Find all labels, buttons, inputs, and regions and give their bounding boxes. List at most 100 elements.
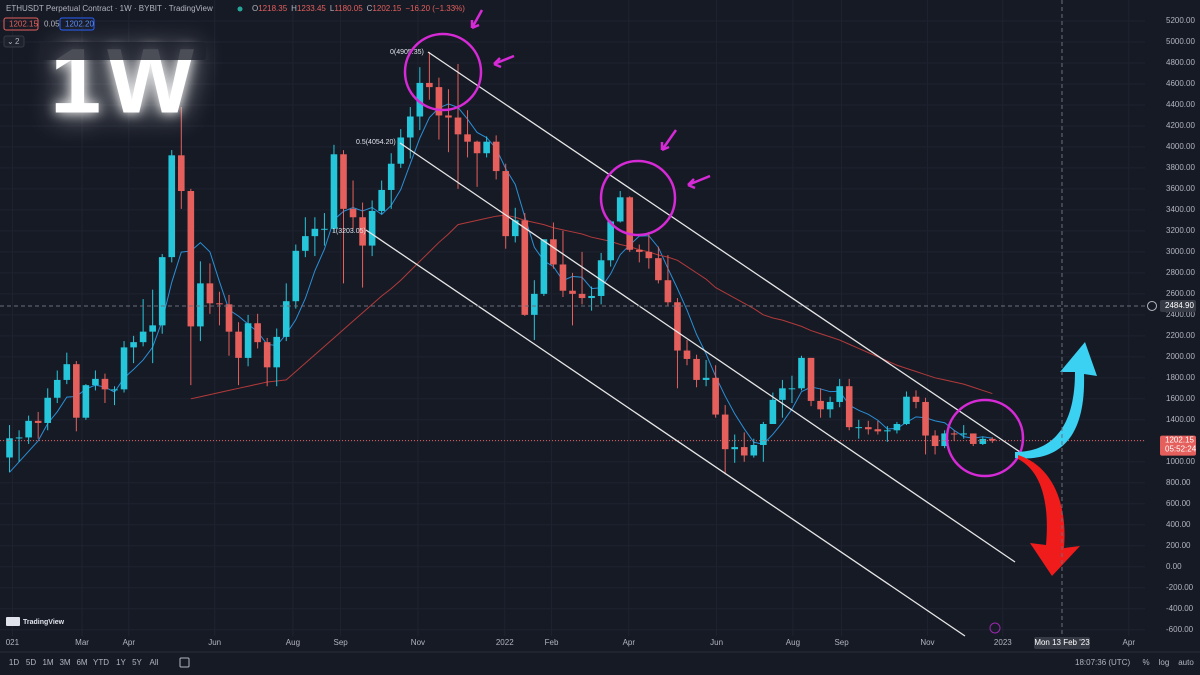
ohlc-value: 1233.45 (297, 4, 326, 13)
crosshair-price: 2484.90 (1165, 301, 1194, 310)
timeframe-button[interactable]: All (150, 658, 159, 667)
y-tick-label: 2000.00 (1166, 352, 1195, 361)
candle-body (941, 433, 948, 447)
x-tick-label: Apr (623, 638, 636, 647)
candle-body (588, 295, 595, 299)
add-alert[interactable] (1147, 300, 1157, 311)
x-tick-label: Feb (545, 638, 559, 647)
ohlc-value: 1202.15 (372, 4, 401, 13)
candle-body (197, 283, 204, 327)
drawing-toolbar[interactable] (40, 42, 206, 60)
candle-body (254, 323, 261, 343)
date-range-icon[interactable] (179, 657, 190, 668)
candle-body (664, 280, 672, 303)
y-tick-label: 3000.00 (1166, 247, 1195, 256)
candle-body (397, 137, 405, 164)
y-tick-label: 1600.00 (1166, 394, 1195, 403)
candle-body (177, 155, 185, 192)
candle-body (321, 228, 328, 230)
ask-box[interactable] (59, 17, 95, 31)
bid[interactable]: 1202.15 (9, 20, 38, 29)
y-tick-label: 2800.00 (1166, 268, 1195, 277)
fib-label: 1(3203.05) (332, 228, 366, 235)
y-tick-label: 0.00 (1166, 562, 1182, 571)
chevron[interactable]: ⌄ (7, 37, 14, 46)
fib-label: 0.5(4054.20) (356, 139, 396, 146)
candle-body (82, 385, 90, 418)
timeframe-button[interactable]: YTD (93, 658, 109, 667)
ask[interactable]: 1202.20 (65, 20, 94, 29)
candle-body (149, 325, 156, 332)
candle-body (836, 386, 843, 402)
x-tick-label: Jun (208, 638, 221, 647)
channel-line (427, 51, 1021, 453)
timeframe-button[interactable]: 1M (42, 658, 53, 667)
candle-body (349, 208, 357, 218)
candle-body (693, 358, 700, 380)
axes: -600.00 -400.00 -200.00 0.00 200.00 400.00 600… (0, 16, 1200, 653)
candle-body (454, 117, 462, 135)
candle-body (368, 210, 376, 246)
candle-body (511, 220, 519, 237)
candle-body (263, 342, 271, 368)
timeframe-button[interactable]: 6M (76, 658, 87, 667)
candle-body (922, 401, 929, 436)
candle-body (206, 283, 214, 304)
candle-body (34, 420, 42, 423)
symbol-title: ETHUSDT Perpetual Contract · 1W · BYBIT … (6, 4, 213, 13)
x-tick-label: Aug (286, 638, 300, 647)
indicator-count[interactable]: 2 (15, 37, 20, 46)
bid-box[interactable] (3, 17, 39, 31)
candle-body (740, 447, 748, 456)
timeframe-button[interactable]: 1Y (116, 658, 126, 667)
candle-body (282, 301, 290, 337)
scale-button[interactable]: log (1159, 658, 1170, 667)
y-tick-label: 1400.00 (1166, 415, 1195, 424)
y-tick-label: 2400.00 (1166, 310, 1195, 319)
candle-body (960, 433, 968, 435)
candle-body (721, 414, 729, 450)
events-icon[interactable] (989, 622, 1001, 634)
spread: 0.05 (44, 20, 60, 29)
x-tick-label: 021 (6, 638, 20, 647)
candle-body (130, 342, 137, 348)
candle-body (769, 399, 777, 424)
candle-body (645, 251, 653, 259)
timeframe-button[interactable]: 3M (59, 658, 70, 667)
candle-body (120, 347, 128, 390)
channel-line (399, 142, 1016, 563)
candle-body (235, 331, 242, 358)
candle-body (903, 396, 910, 424)
ohlc-value: 1180.05 (334, 4, 363, 13)
y-tick-label: 1000.00 (1166, 457, 1195, 466)
candle-body (168, 155, 176, 258)
candle-body (731, 447, 739, 450)
x-tick-label: 2022 (496, 638, 514, 647)
timeframe-button[interactable]: 5Y (132, 658, 142, 667)
y-tick-label: 3400.00 (1166, 205, 1195, 214)
candle-body (187, 191, 195, 327)
y-tick-label: 5000.00 (1166, 37, 1195, 46)
fib-label: 0(4905.35) (390, 49, 424, 56)
candle-body (655, 258, 662, 281)
timeframe-button[interactable]: 5D (26, 658, 36, 667)
candle-body (893, 424, 901, 431)
scale-button[interactable]: % (1142, 658, 1149, 667)
x-tick-label: 2023 (994, 638, 1012, 647)
y-tick-label: 200.00 (1166, 541, 1191, 550)
candle-body (559, 264, 567, 291)
indicator-toggle[interactable] (3, 35, 25, 48)
y-tick-label: 800.00 (1166, 478, 1191, 487)
crosshair-price-box (1160, 299, 1196, 312)
candle-body (760, 424, 767, 445)
y-tick-label: 600.00 (1166, 499, 1191, 508)
highlight-circle (599, 159, 677, 237)
candle-body (788, 388, 796, 390)
x-tick-label: Nov (920, 638, 934, 647)
candle-body (979, 438, 987, 444)
scale-button[interactable]: auto (1178, 658, 1194, 667)
candle-body (845, 386, 853, 428)
logo-mark (6, 617, 20, 626)
timeframe-button[interactable]: 1D (9, 658, 19, 667)
